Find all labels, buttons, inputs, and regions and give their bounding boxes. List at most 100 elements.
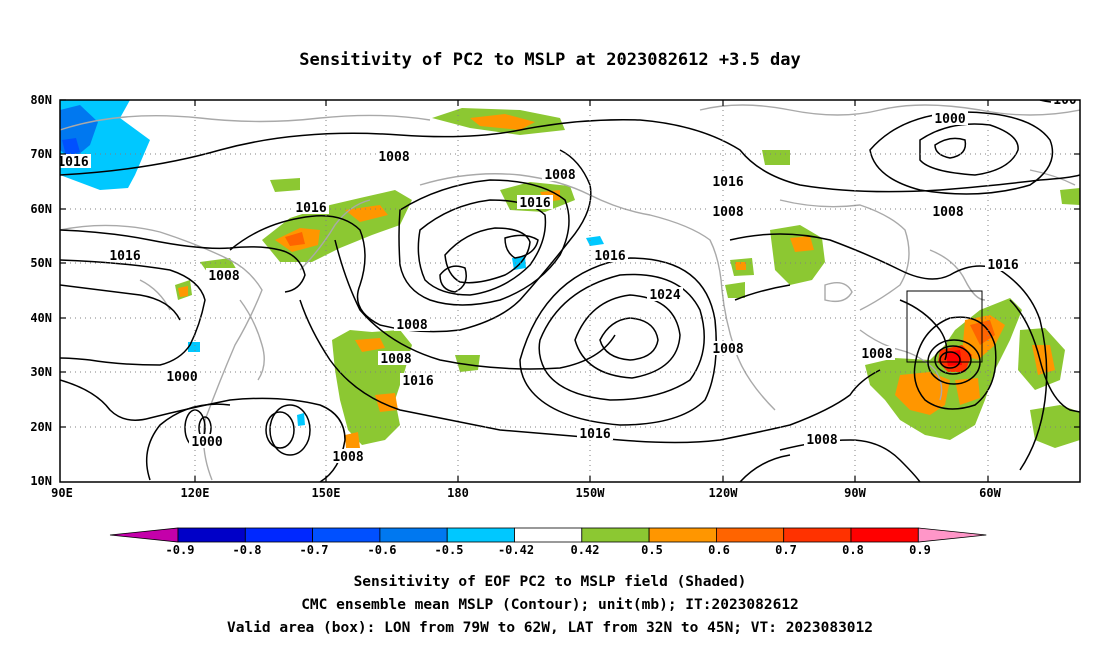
colorbar-segment — [648, 527, 717, 543]
contour-label-bg — [647, 287, 683, 301]
contour-label-bg — [517, 195, 553, 209]
contour-label: 1016 — [594, 249, 625, 264]
contour-label-bg — [330, 449, 366, 463]
contour-label: 1008 — [332, 450, 363, 465]
contour-label: 1016 — [109, 249, 140, 264]
colorbar-segment — [716, 527, 785, 543]
lat-label-40n: 40N — [30, 311, 52, 325]
lon-label-90w: 90W — [844, 486, 866, 500]
caption-line-1: Sensitivity of EOF PC2 to MSLP field (Sh… — [353, 574, 747, 590]
contour-label-bg — [206, 268, 242, 282]
contour-label: 1016 — [579, 427, 610, 442]
contour-label-bg — [60, 154, 91, 168]
colorbar-segment — [177, 527, 246, 543]
colorbar-arrow-high — [917, 527, 987, 543]
contour-label: 1000 — [934, 112, 965, 127]
colorbar-arrow-low — [109, 527, 179, 543]
lat-label-10n: 10N — [30, 474, 52, 488]
contour-label: 1000 — [166, 370, 197, 385]
contour-label: 1008 — [861, 347, 892, 362]
sensitivity-shading — [60, 100, 1080, 448]
colorbar-label: -0.6 — [367, 543, 397, 557]
map-layers: 1016 1008 1008 1016 1016 1016 1008 1008 1000 1016… — [57, 93, 1080, 482]
contour-label-bg — [378, 351, 414, 365]
contour-label: 1016 — [295, 201, 326, 216]
lat-label-80n: 80N — [30, 93, 52, 107]
contour-label-bg — [293, 200, 329, 214]
contour-label: 100 — [1053, 93, 1077, 108]
valid-area-box — [906, 290, 983, 363]
contour-label-bg — [592, 248, 628, 262]
contour-label-bg — [189, 434, 225, 448]
lon-label-150e: 150E — [311, 486, 341, 500]
colorbar — [109, 527, 987, 543]
contour-label: 1024 — [649, 288, 680, 303]
colorbar-segment — [244, 527, 314, 543]
colorbar-segment — [581, 527, 650, 543]
colorbar-label: -0.8 — [232, 543, 262, 557]
lat-label-30n: 30N — [30, 365, 52, 379]
tick-marks — [60, 99, 1080, 482]
contour-label: 1008 — [544, 168, 575, 183]
contour-label-bg — [394, 317, 430, 331]
contour-label: 1016 — [519, 196, 550, 211]
colorbar-segment — [312, 527, 381, 543]
contour-label-bg — [930, 204, 966, 218]
contour-label: 1008 — [712, 205, 743, 220]
lat-label-60n: 60N — [30, 202, 52, 216]
contour-label-bg — [859, 346, 895, 360]
contour-label-bg — [1051, 100, 1079, 106]
contour-label-bg — [710, 341, 746, 355]
contour-label: 1008 — [396, 318, 427, 333]
contour-label: 1016 — [402, 374, 433, 389]
lon-label-60w: 60W — [979, 486, 1001, 500]
contour-label: 1008 — [380, 352, 411, 367]
contour-label-bg — [985, 257, 1021, 271]
contour-label: 1016 — [57, 155, 88, 170]
colorbar-label: -0.42 — [497, 543, 535, 557]
contour-label: 1008 — [806, 433, 837, 448]
colorbar-label: 0.8 — [842, 543, 864, 557]
contour-label-bg — [542, 167, 578, 181]
colorbar-segment — [446, 527, 515, 543]
figure-title: Sensitivity of PC2 to MSLP at 2023082612… — [299, 50, 801, 70]
gridlines — [60, 100, 1080, 482]
contour-label: 1008 — [712, 342, 743, 357]
contour-label: 1008 — [378, 150, 409, 165]
mslp-contours — [60, 100, 1080, 482]
contour-label-bg — [400, 373, 436, 387]
lon-label-120e: 120E — [180, 486, 210, 500]
contour-label-bg — [710, 204, 746, 218]
colorbar-segment — [514, 527, 583, 543]
contour-label: 1008 — [208, 269, 239, 284]
contour-label-bg — [710, 174, 746, 188]
contour-labels: 1016 1008 1008 1016 1016 1016 1008 1008 1000 1016… — [57, 93, 1079, 465]
caption-line-3: Valid area (box): LON from 79W to 62W, L… — [226, 620, 873, 636]
colorbar-segment — [379, 527, 448, 543]
colorbar-label: 0.6 — [708, 543, 730, 557]
lon-label-90e: 90E — [51, 486, 73, 500]
colorbar-segment — [783, 527, 852, 543]
lat-label-20n: 20N — [30, 420, 52, 434]
contour-label-bg — [577, 426, 613, 440]
colorbar-segment — [850, 527, 919, 543]
contour-label-bg — [164, 369, 200, 383]
colorbar-label: -0.5 — [434, 543, 464, 557]
contour-label: 1008 — [932, 205, 963, 220]
colorbar-label: 0.9 — [909, 543, 931, 557]
contour-label: 1016 — [987, 258, 1018, 273]
lon-label-120w: 120W — [708, 486, 738, 500]
colorbar-label: 0.7 — [775, 543, 797, 557]
lat-label-70n: 70N — [30, 147, 52, 161]
contour-label: 1016 — [712, 175, 743, 190]
contour-label: 1000 — [191, 435, 222, 450]
map-frame — [59, 99, 1081, 483]
contour-label-bg — [804, 432, 840, 446]
colorbar-label: -0.9 — [165, 543, 195, 557]
lat-label-50n: 50N — [30, 256, 52, 270]
contour-label-bg — [376, 149, 412, 163]
lon-label-180: 180 — [447, 486, 469, 500]
colorbar-label: 0.42 — [570, 543, 600, 557]
